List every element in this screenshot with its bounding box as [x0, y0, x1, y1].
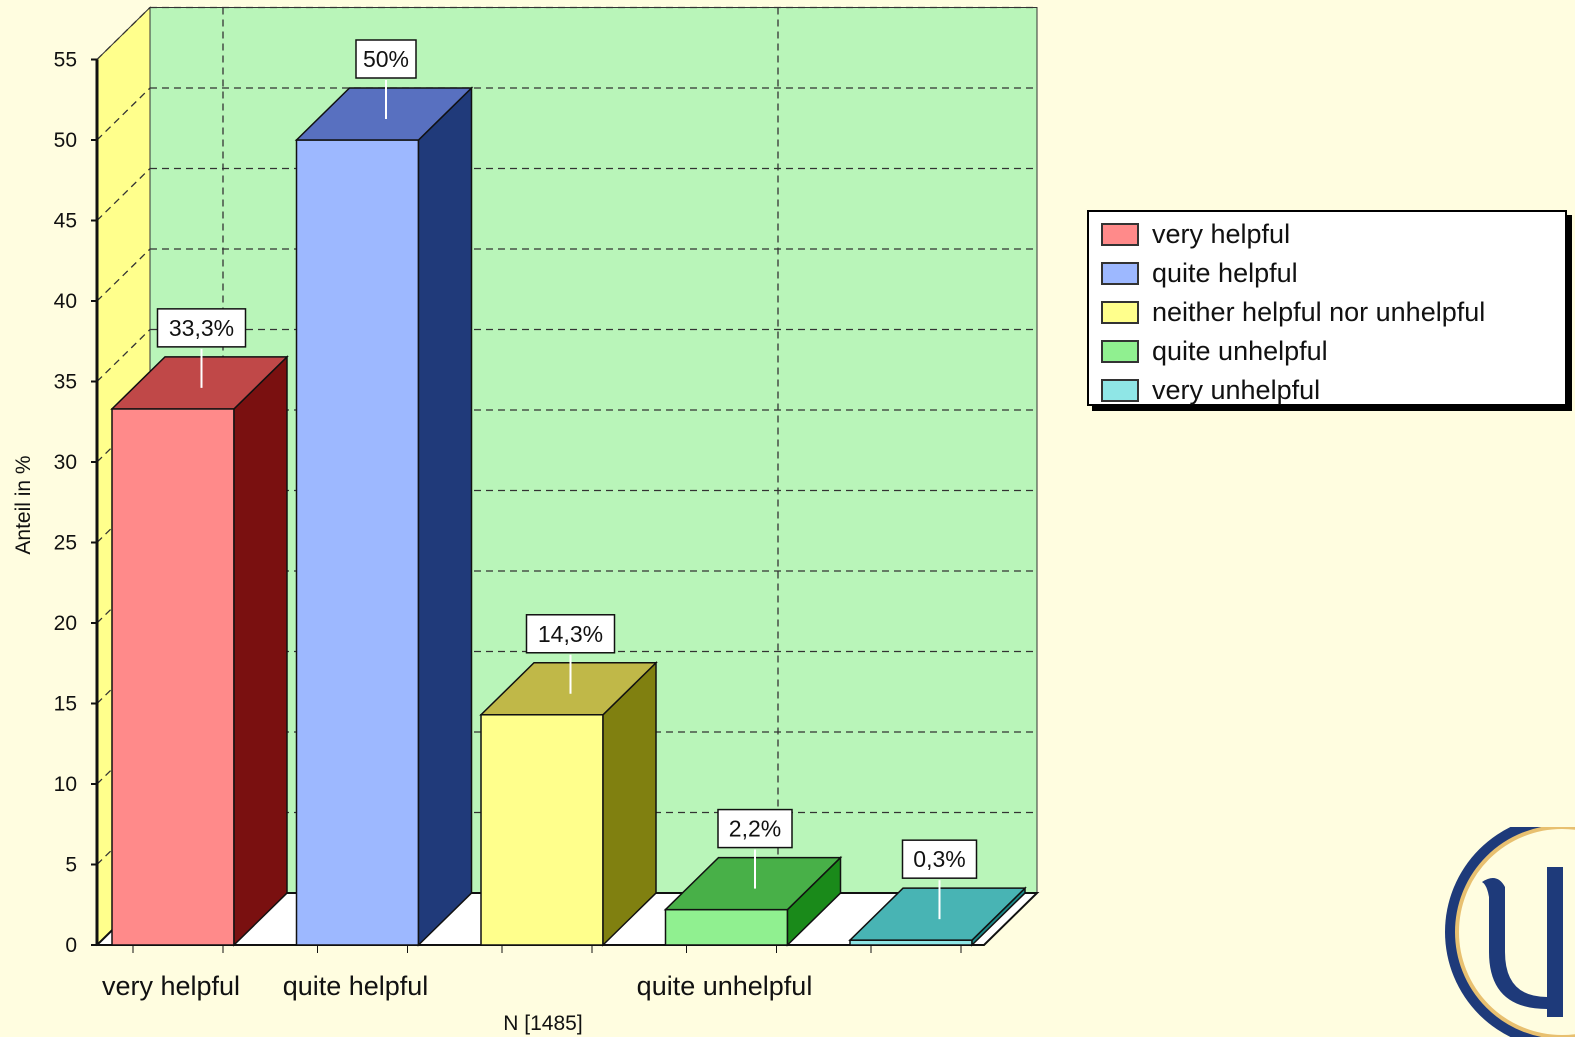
y-tick-label: 40 [54, 290, 77, 313]
legend: very helpful quite helpful neither helpf… [1087, 210, 1567, 406]
bar-quite-helpful: 50% [294, 39, 474, 947]
y-tick-label: 35 [54, 371, 77, 394]
bar-top [294, 87, 474, 141]
x-tick-label: quite unhelpful [637, 971, 813, 1001]
psi-logo-icon [1445, 827, 1575, 1037]
y-tick-label: 45 [54, 210, 77, 233]
y-tick-label: 50 [54, 129, 77, 152]
bar-top [663, 856, 843, 911]
legend-swatch [1101, 262, 1139, 285]
data-label: 2,2% [729, 816, 781, 842]
data-label: 0,3% [913, 846, 965, 872]
y-tick-label: 0 [65, 934, 77, 957]
legend-label: very unhelpful [1152, 375, 1321, 405]
data-label-box [717, 808, 793, 849]
x-tick-label: quite helpful [283, 971, 429, 1001]
grid-line [96, 7, 151, 60]
bar-very-helpful: 33,3% [110, 308, 289, 947]
data-label-box [525, 614, 616, 654]
legend-item-quite-helpful: quite helpful [1101, 254, 1565, 293]
bar-front [664, 908, 789, 946]
y-tick-label: 20 [54, 612, 77, 635]
legend-label: quite helpful [1152, 258, 1298, 288]
y-tick-label: 25 [54, 532, 77, 555]
bar-top [479, 662, 658, 716]
legend-swatch [1101, 223, 1139, 246]
bar-very-unhelpful: 0,3% [848, 839, 1027, 947]
data-label-box [901, 839, 978, 879]
data-label-box [355, 39, 417, 79]
bar-top [848, 887, 1027, 941]
x-tick-label: very helpful [102, 971, 240, 1001]
y-axis-ticks: 0 5 10 15 20 25 30 35 40 45 50 55 [54, 49, 97, 957]
grid-line [96, 87, 151, 141]
grid-line [96, 329, 151, 382]
legend-item-very-helpful: very helpful [1101, 215, 1565, 254]
legend-label: very helpful [1152, 219, 1291, 249]
grid-line [96, 168, 151, 221]
legend-swatch [1101, 379, 1139, 402]
data-label-box [156, 308, 247, 348]
data-label: 33,3% [169, 315, 234, 341]
legend-item-quite-unhelpful: quite unhelpful [1101, 332, 1565, 371]
x-axis-ticks: very helpful quite helpful quite unhelpful [102, 945, 962, 1001]
y-tick-label: 10 [54, 773, 77, 796]
legend-label: quite unhelpful [1152, 336, 1328, 366]
legend-item-very-unhelpful: very unhelpful [1101, 371, 1565, 410]
y-axis-title: Anteil in % [12, 455, 35, 554]
legend-label: neither helpful nor unhelpful [1152, 297, 1486, 327]
y-tick-label: 55 [54, 49, 77, 72]
legend-swatch [1101, 301, 1139, 324]
legend-swatch [1101, 340, 1139, 363]
bar-front [111, 408, 235, 946]
bars: 33,3% 50% 14,3% 2,2% 0,3% [110, 39, 1027, 947]
data-label: 14,3% [538, 621, 603, 647]
y-tick-label: 30 [54, 451, 77, 474]
legend-item-neither: neither helpful nor unhelpful [1101, 293, 1565, 332]
bar-neither-helpful-nor-unhelpful: 14,3% [479, 614, 658, 947]
x-axis-title: N [1485] [503, 1012, 582, 1035]
y-tick-label: 15 [54, 693, 77, 716]
bar-top [110, 356, 289, 410]
data-label: 50% [363, 46, 409, 72]
grid-line [96, 248, 151, 302]
bar-side [417, 86, 473, 947]
bar-side [233, 355, 288, 947]
bar-front [295, 139, 420, 946]
bar-quite-unhelpful: 2,2% [663, 808, 843, 947]
bar-front [480, 714, 604, 946]
y-tick-label: 5 [65, 854, 77, 877]
